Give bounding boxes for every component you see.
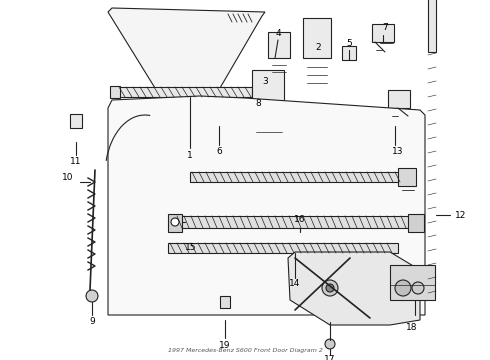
Circle shape (86, 290, 98, 302)
Bar (215, 104, 224, 115)
Text: 14: 14 (289, 279, 301, 288)
Text: 5: 5 (346, 39, 352, 48)
Text: 9: 9 (89, 318, 95, 327)
Polygon shape (108, 96, 425, 315)
Bar (372, 24, 394, 42)
Bar (168, 214, 182, 232)
Bar (390, 265, 435, 300)
Text: 10: 10 (62, 174, 74, 183)
Bar (268, 32, 290, 58)
Text: 3: 3 (262, 77, 268, 86)
Text: 18: 18 (406, 324, 418, 333)
Text: 2: 2 (315, 44, 321, 53)
Text: 1: 1 (187, 150, 193, 159)
Text: 15: 15 (185, 243, 196, 252)
Text: 12: 12 (455, 211, 466, 220)
Bar (190, 172, 400, 182)
Bar (428, 0, 436, 52)
Text: 6: 6 (216, 148, 222, 157)
Circle shape (395, 280, 411, 296)
Bar (398, 168, 416, 186)
Bar (303, 18, 331, 58)
Bar (118, 87, 253, 97)
Circle shape (263, 135, 273, 145)
Circle shape (325, 339, 335, 349)
Bar (168, 243, 398, 253)
Text: 11: 11 (70, 158, 82, 166)
Circle shape (261, 115, 275, 129)
Bar (110, 86, 120, 98)
Bar (252, 86, 260, 98)
Text: 4: 4 (275, 28, 281, 37)
Circle shape (326, 284, 334, 292)
Text: 7: 7 (382, 23, 388, 32)
Circle shape (171, 218, 179, 226)
Bar (342, 46, 356, 60)
Circle shape (412, 282, 424, 294)
Circle shape (322, 280, 338, 296)
Bar (408, 214, 424, 232)
Text: 8: 8 (255, 99, 261, 108)
Text: 17: 17 (324, 356, 336, 360)
Bar (220, 296, 230, 308)
Text: 19: 19 (219, 341, 231, 350)
Bar (175, 216, 410, 228)
Bar (252, 70, 284, 110)
Text: 13: 13 (392, 148, 404, 157)
Text: 16: 16 (294, 216, 306, 225)
Polygon shape (288, 252, 420, 325)
Polygon shape (108, 8, 265, 88)
Text: 1997 Mercedes-Benz S600 Front Door Diagram 2: 1997 Mercedes-Benz S600 Front Door Diagr… (168, 348, 322, 353)
Bar (70, 114, 82, 128)
Bar (388, 90, 410, 108)
